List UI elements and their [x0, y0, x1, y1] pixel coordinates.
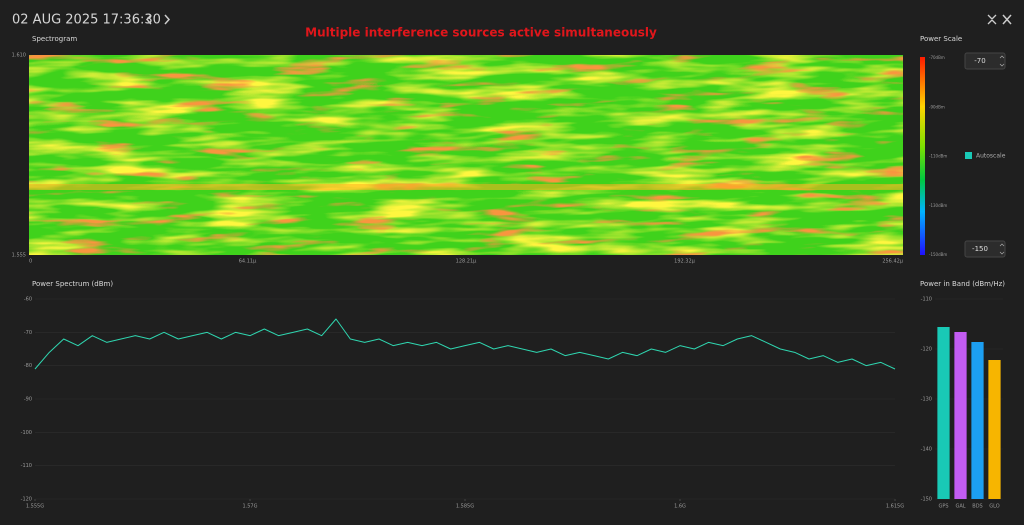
spectrum-line	[34, 318, 896, 370]
x-tick-label: BDS	[972, 504, 982, 510]
y-tick-label: -100	[21, 430, 32, 436]
x-tick-label: GPS	[938, 504, 948, 510]
x-tick-label: 1.585G	[456, 504, 474, 510]
datetime: 02 AUG 2025 17:36:30	[12, 13, 161, 28]
autoscale-checkbox[interactable]	[965, 152, 972, 159]
spectrogram-y-label: 1.555	[12, 253, 26, 259]
spectrogram-x-label: 192.32µ	[674, 259, 695, 265]
min-stepper[interactable]	[999, 243, 1005, 255]
y-tick-label: -60	[24, 297, 32, 303]
color-bar-label: -110dBm	[929, 154, 947, 159]
spectrogram-x-label: 128.21µ	[456, 259, 477, 265]
spectrogram-y-label: 1.610	[12, 53, 26, 59]
autoscale-label: Autoscale	[976, 153, 1006, 160]
color-bar-label: -150dBm	[929, 252, 947, 257]
spectrogram-x-label: 256.42µ	[882, 259, 903, 265]
collapse-button[interactable]	[987, 14, 997, 25]
y-tick-label: -140	[921, 447, 932, 453]
max-stepper[interactable]	[999, 55, 1005, 67]
power-scale-title: Power Scale	[920, 35, 962, 43]
y-tick-label: -110	[921, 297, 932, 303]
x-tick-label: 1.615G	[886, 504, 904, 510]
annotation: Multiple interference sources active sim…	[305, 26, 657, 40]
y-tick-label: -150	[921, 497, 932, 503]
y-tick-label: -90	[24, 397, 32, 403]
x-tick-label: GAL	[955, 504, 965, 510]
y-tick-label: -110	[21, 463, 32, 469]
spectrum-title: Power Spectrum (dBm)	[32, 280, 113, 288]
color-bar-label: -130dBm	[929, 203, 947, 208]
y-tick-label: -120	[21, 497, 32, 503]
spectrogram-image	[29, 55, 903, 255]
y-tick-label: -70	[24, 330, 32, 336]
bar	[988, 360, 1001, 499]
x-tick-label: 1.57G	[242, 504, 257, 510]
x-tick-label: 1.6G	[674, 504, 686, 510]
x-tick-label: 1.555G	[26, 504, 44, 510]
y-tick-label: -80	[24, 363, 32, 369]
prev-button[interactable]	[145, 14, 152, 25]
spectrogram-title: Spectrogram	[32, 35, 77, 43]
next-button[interactable]	[164, 14, 171, 25]
band-title: Power in Band (dBm/Hz)	[920, 280, 1005, 288]
max-input[interactable]	[964, 52, 1006, 70]
color-bar-label: -70dBm	[929, 55, 945, 60]
bar	[971, 342, 984, 499]
bar	[937, 327, 950, 499]
bar	[954, 332, 967, 499]
max-input-value: -70	[974, 57, 985, 65]
spectrogram-x-label: 64.11µ	[239, 259, 257, 265]
x-tick-label: GLO	[989, 504, 999, 510]
color-bar	[920, 57, 925, 255]
y-tick-label: -120	[921, 347, 932, 353]
close-button[interactable]	[1002, 14, 1012, 25]
spectrogram-x-label: 0	[29, 259, 32, 265]
color-bar-label: -90dBm	[929, 104, 945, 109]
y-tick-label: -130	[921, 397, 932, 403]
min-input[interactable]	[964, 240, 1006, 258]
min-input-value: -150	[972, 245, 988, 253]
